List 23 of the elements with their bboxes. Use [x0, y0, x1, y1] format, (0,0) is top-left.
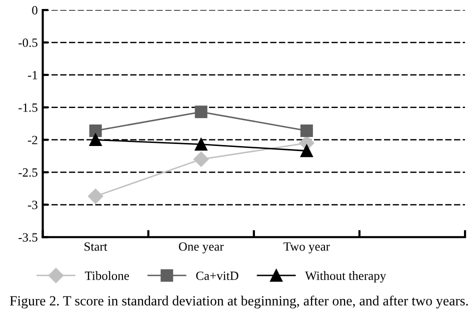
- point: [194, 106, 208, 118]
- y-tick-label: -3.5: [18, 233, 38, 242]
- x-tick-label: Two year: [284, 242, 330, 254]
- point: [194, 152, 209, 167]
- point: [89, 124, 102, 137]
- point: [300, 144, 313, 158]
- point: [89, 134, 102, 146]
- point: [88, 188, 104, 204]
- legend-label: Ca+vitD: [196, 272, 238, 280]
- legend-label: Tibolone: [84, 271, 129, 280]
- y-tick-label: -3: [28, 200, 38, 210]
- y-tick-label: -0.5: [18, 38, 38, 47]
- x-tick-label: Start: [84, 242, 108, 251]
- legend-label: Without therapy: [305, 271, 386, 283]
- y-tick-label: 0: [32, 6, 38, 14]
- y-tick-label: -2.5: [18, 168, 38, 177]
- point: [194, 138, 208, 151]
- point: [300, 124, 313, 137]
- caption: Figure 2. T score in standard deviation at beginning, after one, and after two years.: [10, 296, 468, 308]
- x-tick-label: One year: [178, 242, 224, 254]
- y-tick-label: -1.5: [18, 103, 38, 112]
- y-tick-label: -1: [28, 70, 38, 80]
- y-tick-label: -2: [28, 136, 38, 144]
